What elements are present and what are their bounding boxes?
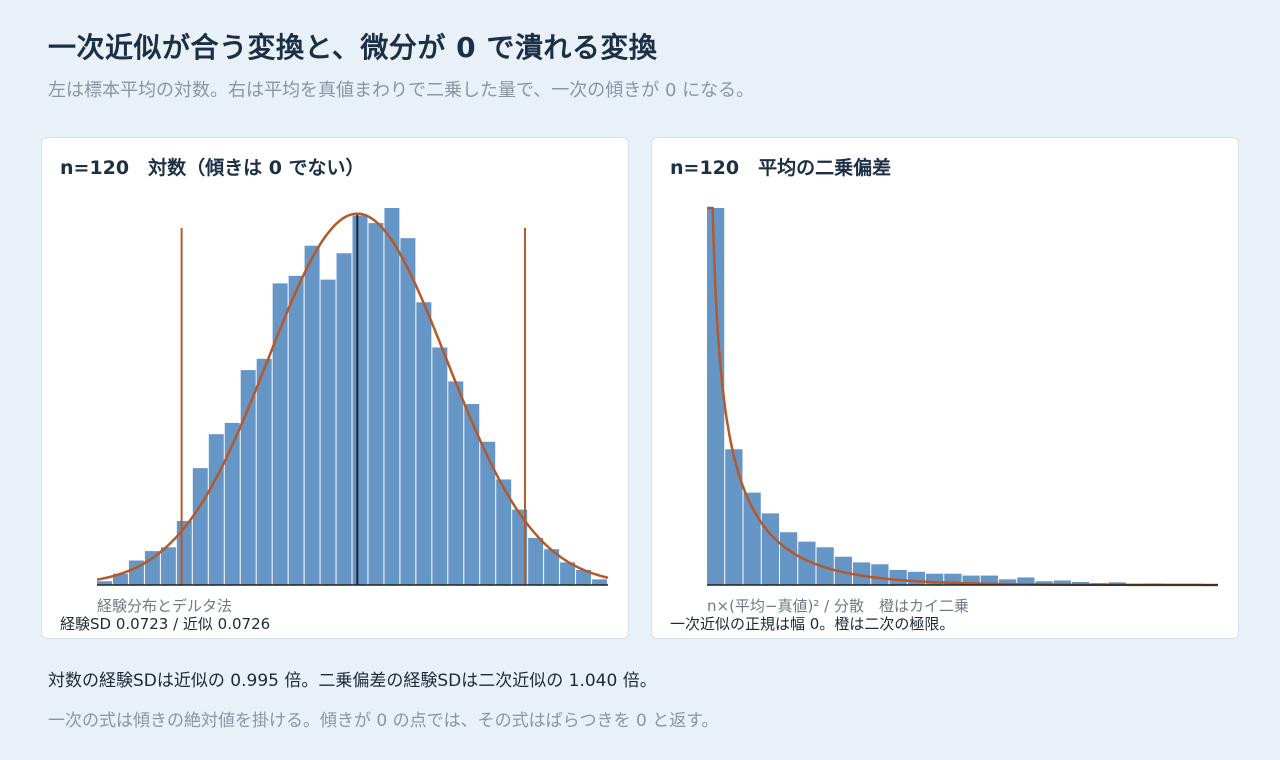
histogram-bar	[592, 579, 607, 585]
histogram-bar	[288, 275, 304, 585]
footer-explanation: 一次の式は傾きの絶対値を掛ける。傾きが 0 の点では、その式はばらつきを 0 と…	[48, 711, 719, 731]
histogram-bar	[352, 215, 368, 585]
log-axis-note: 経験分布とデルタ法	[97, 597, 233, 615]
histogram-bar	[560, 562, 576, 585]
squared-stat-note: 一次近似の正規は幅 0。橙は二次の極限。	[670, 615, 955, 633]
histogram-bar	[480, 441, 496, 585]
histogram-bar	[224, 422, 240, 585]
log-histogram-panel: n=120 対数（傾きは 0 でない） 経験分布とデルタ法 経験SD 0.072…	[41, 137, 629, 639]
chi-square-density-curve	[707, 206, 1218, 587]
histogram-bar	[980, 575, 998, 585]
histogram-bar	[512, 509, 528, 585]
squared-panel-title: n=120 平均の二乗偏差	[670, 157, 892, 179]
histogram-bar	[544, 549, 560, 585]
histogram-bar	[496, 479, 512, 585]
histogram-bar	[176, 520, 192, 585]
histogram-bar	[871, 564, 889, 585]
histogram-bar	[448, 381, 464, 585]
histogram-bar	[944, 573, 962, 585]
squared-deviation-panel: n=120 平均の二乗偏差 n×(平均−真値)² / 分散 橙はカイ二乗 一次近…	[651, 137, 1239, 639]
histogram-bar	[707, 208, 725, 585]
page-title: 一次近似が合う変換と、微分が 0 で潰れる変換	[48, 31, 658, 64]
histogram-bar	[889, 569, 907, 585]
histogram-bar	[464, 404, 480, 585]
histogram-bar	[907, 571, 925, 585]
log-histogram-chart	[96, 208, 609, 586]
histogram-bar	[1053, 580, 1071, 585]
histogram-bar	[144, 551, 160, 585]
log-stat-note: 経験SD 0.0723 / 近似 0.0726	[60, 615, 271, 633]
histogram-bar	[780, 532, 798, 585]
histogram-bar	[926, 573, 944, 585]
histogram-bar	[416, 302, 432, 585]
histogram-bar	[576, 569, 592, 585]
page-subtitle: 左は標本平均の対数。右は平均を真値まわりで二乗した量で、一次の傾きが 0 になる…	[48, 80, 755, 101]
histogram-bar	[112, 573, 128, 585]
histogram-bar	[304, 245, 320, 585]
histogram-bar	[1017, 577, 1035, 585]
histogram-bar	[725, 449, 743, 585]
histogram-bar	[256, 358, 272, 585]
histogram-bar	[208, 434, 224, 585]
histogram-bar	[192, 468, 208, 585]
histogram-bar	[272, 283, 288, 585]
histogram-bar	[432, 347, 448, 585]
histogram-bar	[1035, 581, 1053, 585]
histogram-bar	[240, 370, 256, 585]
histogram-bar	[336, 253, 352, 585]
histogram-bar	[761, 513, 779, 585]
histogram-bar	[834, 556, 852, 585]
histogram-bar	[962, 575, 980, 585]
histogram-bar	[320, 279, 336, 585]
histogram-bar	[528, 537, 544, 585]
normal-density-curve	[96, 212, 609, 581]
squared-axis-note: n×(平均−真値)² / 分散 橙はカイ二乗	[707, 597, 969, 615]
histogram-bar	[999, 579, 1017, 585]
log-panel-title: n=120 対数（傾きは 0 でない）	[60, 157, 365, 179]
histogram-bar	[368, 223, 384, 585]
histogram-bar	[853, 562, 871, 585]
histogram-bar	[798, 541, 816, 585]
histogram-bar	[400, 238, 416, 585]
squared-deviation-chart	[707, 206, 1218, 587]
histogram-bar	[97, 581, 112, 585]
histogram-bar	[160, 547, 176, 585]
histogram-bar	[384, 208, 400, 585]
footer-summary: 対数の経験SDは近似の 0.995 倍。二乗偏差の経験SDは二次近似の 1.04…	[48, 671, 657, 691]
